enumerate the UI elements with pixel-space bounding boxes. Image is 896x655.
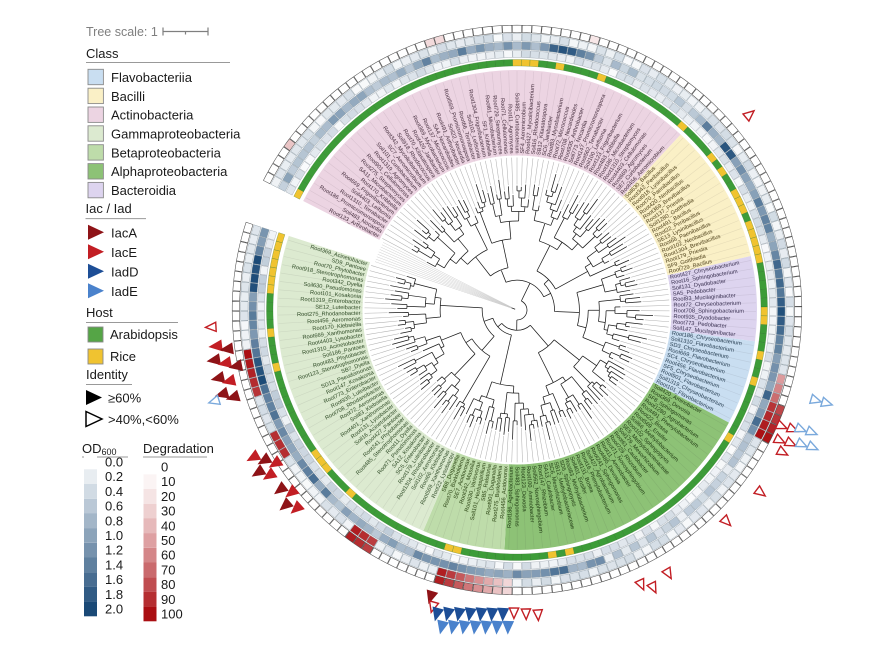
svg-text:IadD: IadD — [111, 264, 138, 279]
svg-text:SE12_Luteibacter: SE12_Luteibacter — [315, 305, 360, 312]
svg-text:20: 20 — [161, 489, 175, 504]
svg-text:Actinobacteria: Actinobacteria — [111, 108, 194, 123]
svg-text:90: 90 — [161, 592, 175, 607]
svg-text:Betaproteobacteria: Betaproteobacteria — [111, 145, 222, 160]
svg-text:Arabidopsis: Arabidopsis — [110, 327, 178, 342]
svg-text:>40%,<60%: >40%,<60% — [108, 412, 179, 427]
svg-text:1.4: 1.4 — [105, 557, 123, 572]
svg-text:40: 40 — [161, 518, 175, 533]
svg-text:50: 50 — [161, 533, 175, 548]
svg-text:IadE: IadE — [111, 284, 138, 299]
svg-text:IacA: IacA — [111, 225, 137, 240]
svg-text:≥60%: ≥60% — [108, 391, 142, 406]
svg-text:Bacilli: Bacilli — [111, 89, 145, 104]
svg-text:Rice: Rice — [110, 349, 136, 364]
svg-text:0.2: 0.2 — [105, 469, 123, 484]
svg-text:10: 10 — [161, 474, 175, 489]
svg-text:IacE: IacE — [111, 245, 137, 260]
svg-text:80: 80 — [161, 577, 175, 592]
svg-text:Host: Host — [86, 305, 113, 320]
svg-text:1.2: 1.2 — [105, 543, 123, 558]
svg-text:Tree scale: 1: Tree scale: 1 — [86, 25, 158, 39]
svg-text:1.8: 1.8 — [105, 587, 123, 602]
svg-text:70: 70 — [161, 562, 175, 577]
svg-text:Iac / Iad: Iac / Iad — [86, 201, 132, 216]
svg-text:0.6: 0.6 — [105, 499, 123, 514]
svg-text:60: 60 — [161, 548, 175, 563]
svg-text:30: 30 — [161, 504, 175, 519]
svg-text:1.0: 1.0 — [105, 528, 123, 543]
svg-text:Bacteroidia: Bacteroidia — [111, 183, 177, 198]
svg-text:0: 0 — [161, 460, 168, 475]
svg-text:2.0: 2.0 — [105, 602, 123, 617]
svg-text:Class: Class — [86, 46, 119, 61]
svg-text:Identity: Identity — [86, 367, 128, 382]
svg-text:0.8: 0.8 — [105, 513, 123, 528]
svg-text:Alphaproteobacteria: Alphaproteobacteria — [111, 164, 228, 179]
svg-text:Degradation: Degradation — [143, 441, 214, 456]
svg-text:0.4: 0.4 — [105, 484, 123, 499]
svg-text:100: 100 — [161, 607, 183, 622]
svg-text:1.6: 1.6 — [105, 572, 123, 587]
svg-text:Gammaproteobacteria: Gammaproteobacteria — [111, 126, 241, 141]
svg-text:Flavobacteriia: Flavobacteriia — [111, 70, 193, 85]
svg-text:Soil485_Curtobacterium: Soil485_Curtobacterium — [514, 92, 520, 153]
svg-text:0.0: 0.0 — [105, 455, 123, 470]
